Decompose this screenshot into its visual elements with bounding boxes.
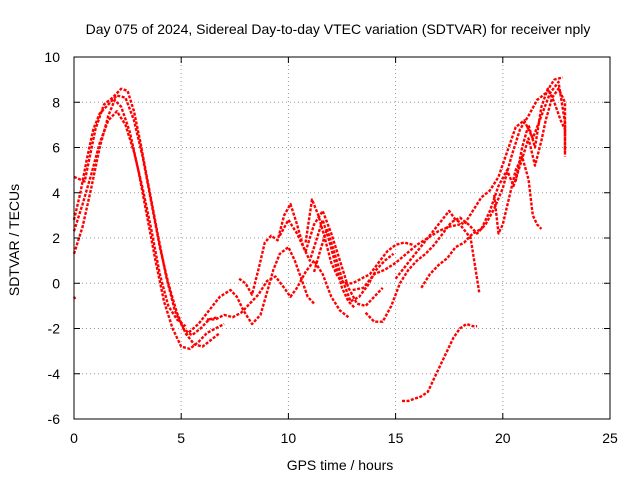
series-arc-4 — [72, 110, 187, 328]
x-tick-label: 10 — [281, 430, 297, 446]
y-tick-label: -4 — [48, 366, 61, 382]
series-arc-8 — [278, 209, 384, 308]
data-series — [72, 76, 567, 403]
series-arc-17 — [402, 322, 478, 403]
series-arc-7 — [238, 202, 356, 309]
series-arc-14 — [420, 87, 567, 289]
series-arc-6 — [206, 259, 350, 321]
y-tick-label: 0 — [52, 275, 60, 291]
y-tick-label: -2 — [48, 321, 61, 337]
y-axis-label: SDTVAR / TECUs — [6, 184, 22, 296]
x-tick-label: 15 — [388, 430, 404, 446]
series-arc-10 — [312, 227, 395, 303]
x-tick-label: 0 — [70, 430, 78, 446]
series-arc-3 — [73, 87, 218, 337]
gridlines — [74, 57, 610, 419]
series-arc-11 — [364, 76, 564, 323]
series-arc-13 — [394, 80, 567, 280]
series-arc-5 — [184, 245, 315, 337]
y-tick-label: 4 — [52, 185, 60, 201]
y-tick-label: 2 — [52, 230, 60, 246]
chart-title: Day 075 of 2024, Sidereal Day-to-day VTE… — [86, 21, 591, 37]
x-tick-label: 20 — [495, 430, 511, 446]
y-tick-label: -6 — [48, 411, 61, 427]
series-arc-1 — [72, 94, 221, 348]
x-axis-label: GPS time / hours — [287, 457, 394, 473]
x-tick-label: 5 — [177, 430, 185, 446]
series-arc-2 — [72, 98, 225, 351]
y-tick-label: 6 — [52, 140, 60, 156]
series-arc-9 — [304, 198, 414, 285]
series-arc-15 — [493, 155, 543, 235]
y-tick-label: 8 — [52, 94, 60, 110]
axis-ticks: 0 5 10 15 20 25 -6 -4 -2 0 2 4 6 8 10 — [44, 49, 618, 446]
series-arc-16 — [514, 87, 567, 182]
y-tick-label: 10 — [44, 49, 60, 65]
series-arc-12 — [352, 223, 481, 293]
x-tick-label: 25 — [602, 430, 618, 446]
